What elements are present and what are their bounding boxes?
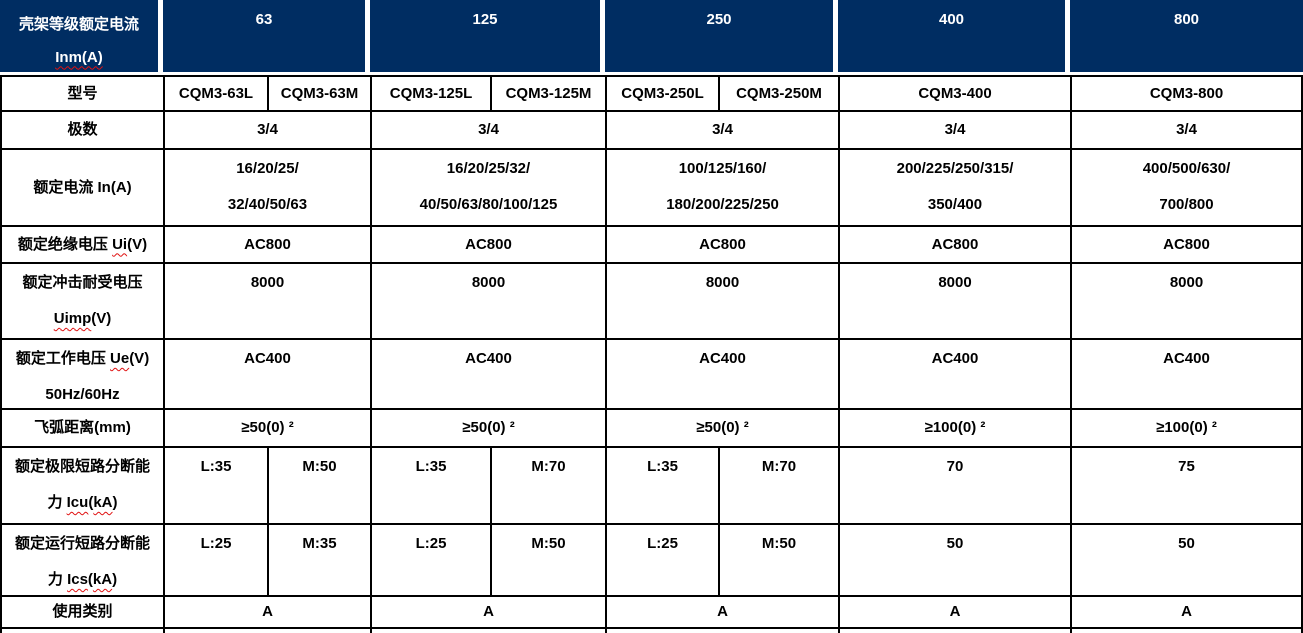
row-label-impulse-voltage: 额定冲击耐受电压 Uimp(V) — [0, 262, 163, 338]
row-label-working-voltage: 额定工作电压 Ue(V) 50Hz/60Hz — [0, 338, 163, 408]
partial-row-cell — [838, 627, 1070, 633]
poles-cell: 3/4 — [163, 110, 370, 148]
arc-distance-cell: ≥100(0) ² — [838, 408, 1070, 446]
icu-cell: M:70 — [490, 446, 605, 523]
icu-cell: 70 — [838, 446, 1070, 523]
model-cell: CQM3-125M — [490, 75, 605, 110]
model-cell: CQM3-250L — [605, 75, 718, 110]
rated-current-cell: 400/500/630/ 700/800 — [1070, 148, 1303, 225]
impulse-voltage-cell: 8000 — [1070, 262, 1303, 338]
row-label-ics: 额定运行短路分断能 力 Ics(kA) — [0, 523, 163, 595]
ics-cell: L:25 — [163, 523, 267, 595]
insulation-voltage-cell: AC800 — [1070, 225, 1303, 262]
partial-row-cell — [1070, 627, 1303, 633]
icu-cell: L:35 — [370, 446, 490, 523]
rated-current-cell: 16/20/25/ 32/40/50/63 — [163, 148, 370, 225]
ics-cell: M:35 — [267, 523, 370, 595]
working-voltage-cell: AC400 — [370, 338, 605, 408]
poles-cell: 3/4 — [838, 110, 1070, 148]
poles-cell: 3/4 — [370, 110, 605, 148]
usage-category-cell: A — [163, 595, 370, 627]
header-cell-400: 400 — [838, 0, 1070, 75]
header-cell-125: 125 — [370, 0, 605, 75]
row-label-model: 型号 — [0, 75, 163, 110]
row-label-rated-current: 额定电流 In(A) — [0, 148, 163, 225]
model-cell: CQM3-250M — [718, 75, 838, 110]
arc-distance-cell: ≥100(0) ² — [1070, 408, 1303, 446]
model-cell: CQM3-400 — [838, 75, 1070, 110]
row-label-insulation-voltage: 额定绝缘电压 Ui (V) — [0, 225, 163, 262]
poles-cell: 3/4 — [1070, 110, 1303, 148]
impulse-voltage-cell: 8000 — [163, 262, 370, 338]
ics-cell: L:25 — [605, 523, 718, 595]
insulation-voltage-cell: AC800 — [605, 225, 838, 262]
working-voltage-cell: AC400 — [605, 338, 838, 408]
impulse-voltage-cell: 8000 — [370, 262, 605, 338]
usage-category-cell: A — [370, 595, 605, 627]
partial-row-cell — [370, 627, 605, 633]
rated-current-cell: 100/125/160/ 180/200/225/250 — [605, 148, 838, 225]
icu-cell: 75 — [1070, 446, 1303, 523]
model-cell: CQM3-63L — [163, 75, 267, 110]
model-cell: CQM3-800 — [1070, 75, 1303, 110]
rated-current-cell: 16/20/25/32/ 40/50/63/80/100/125 — [370, 148, 605, 225]
insulation-voltage-cell: AC800 — [163, 225, 370, 262]
ics-cell: M:50 — [718, 523, 838, 595]
rated-current-cell: 200/225/250/315/ 350/400 — [838, 148, 1070, 225]
ics-cell: L:25 — [370, 523, 490, 595]
partial-row-cell — [0, 627, 163, 633]
row-label-icu: 额定极限短路分断能 力 Icu(kA) — [0, 446, 163, 523]
impulse-voltage-cell: 8000 — [605, 262, 838, 338]
header-cell-250: 250 — [605, 0, 838, 75]
row-label-arc-distance: 飞弧距离(mm) — [0, 408, 163, 446]
usage-category-cell: A — [838, 595, 1070, 627]
header-cell-63: 63 — [163, 0, 370, 75]
insulation-voltage-cell: AC800 — [370, 225, 605, 262]
icu-cell: M:70 — [718, 446, 838, 523]
working-voltage-cell: AC400 — [1070, 338, 1303, 408]
ics-cell: 50 — [1070, 523, 1303, 595]
arc-distance-cell: ≥50(0) ² — [605, 408, 838, 446]
row-label-usage-category: 使用类别 — [0, 595, 163, 627]
arc-distance-cell: ≥50(0) ² — [163, 408, 370, 446]
partial-row-cell — [605, 627, 838, 633]
impulse-voltage-cell: 8000 — [838, 262, 1070, 338]
header-cell-800: 800 — [1070, 0, 1303, 75]
arc-distance-cell: ≥50(0) ² — [370, 408, 605, 446]
icu-cell: M:50 — [267, 446, 370, 523]
ics-cell: 50 — [838, 523, 1070, 595]
row-label-poles: 极数 — [0, 110, 163, 148]
usage-category-cell: A — [605, 595, 838, 627]
poles-cell: 3/4 — [605, 110, 838, 148]
working-voltage-cell: AC400 — [163, 338, 370, 408]
model-cell: CQM3-63M — [267, 75, 370, 110]
ics-cell: M:50 — [490, 523, 605, 595]
icu-cell: L:35 — [605, 446, 718, 523]
model-cell: CQM3-125L — [370, 75, 490, 110]
usage-category-cell: A — [1070, 595, 1303, 627]
insulation-voltage-cell: AC800 — [838, 225, 1070, 262]
header-label-line2: Inm(A) — [55, 48, 103, 66]
working-voltage-cell: AC400 — [838, 338, 1070, 408]
partial-row-cell — [163, 627, 370, 633]
icu-cell: L:35 — [163, 446, 267, 523]
header-label-line1: 壳架等级额定电流 — [18, 15, 139, 33]
header-row-label: 壳架等级额定电流 Inm(A) — [0, 0, 163, 75]
